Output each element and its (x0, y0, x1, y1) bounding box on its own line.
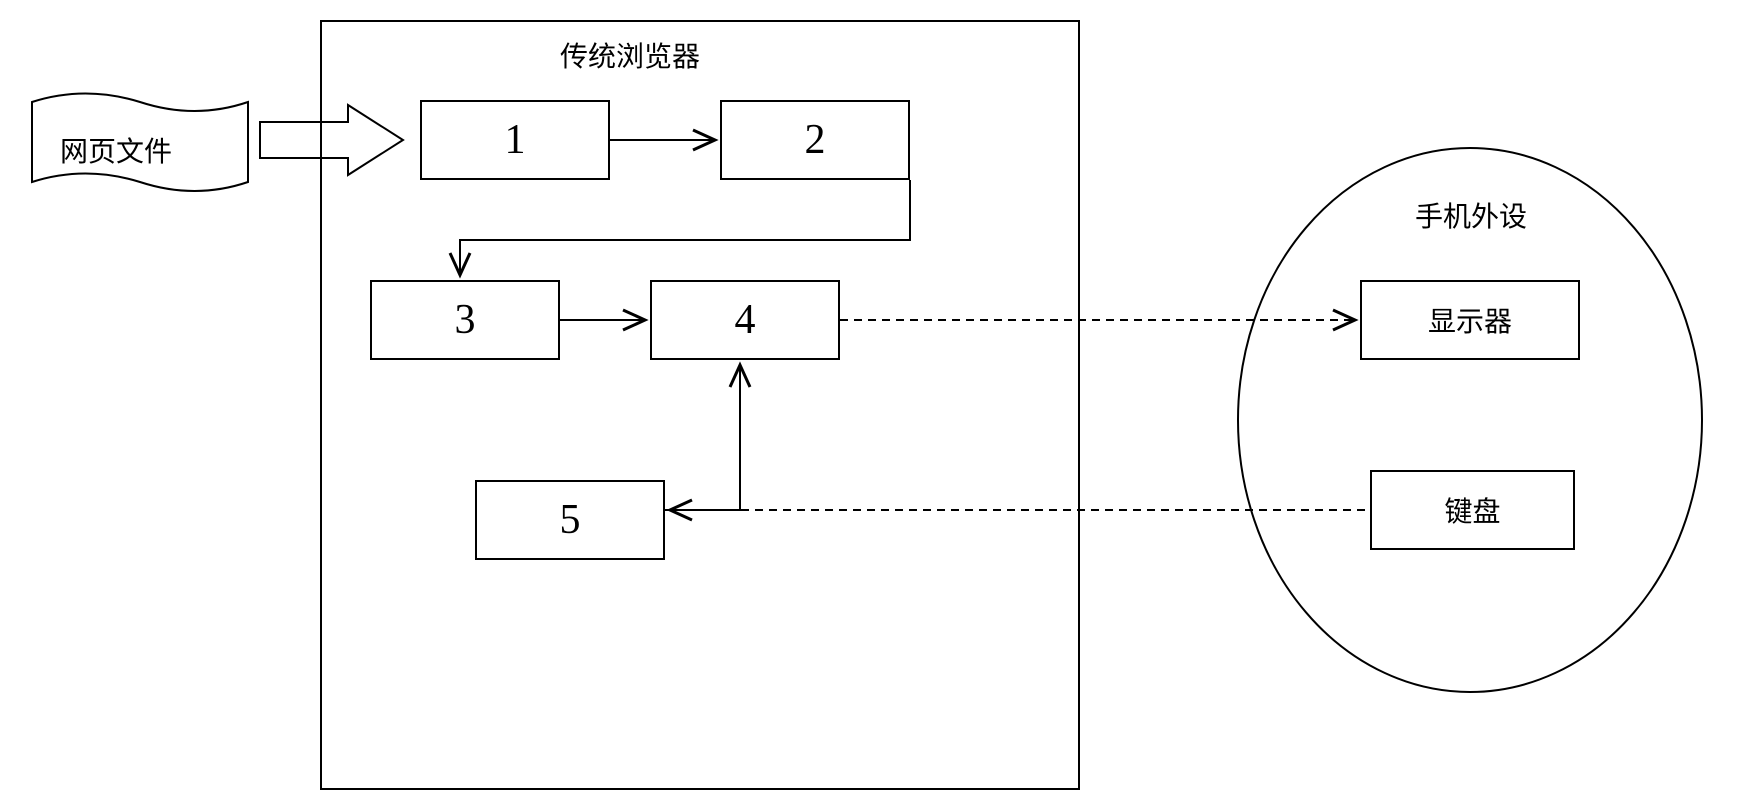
node-1-label: 1 (505, 116, 526, 164)
node-3: 3 (370, 280, 560, 360)
keyboard-label: 键盘 (1444, 490, 1500, 530)
display-node: 显示器 (1360, 280, 1580, 360)
keyboard-node: 键盘 (1370, 470, 1575, 550)
browser-container-title: 传统浏览器 (560, 35, 700, 75)
display-label: 显示器 (1428, 300, 1512, 340)
node-5: 5 (475, 480, 665, 560)
peripheral-container-title: 手机外设 (1415, 195, 1527, 235)
node-3-label: 3 (455, 296, 476, 344)
node-4: 4 (650, 280, 840, 360)
node-1: 1 (420, 100, 610, 180)
node-5-label: 5 (560, 496, 581, 544)
webpage-file-label: 网页文件 (60, 130, 172, 170)
node-2-label: 2 (805, 116, 826, 164)
node-2: 2 (720, 100, 910, 180)
node-4-label: 4 (735, 296, 756, 344)
